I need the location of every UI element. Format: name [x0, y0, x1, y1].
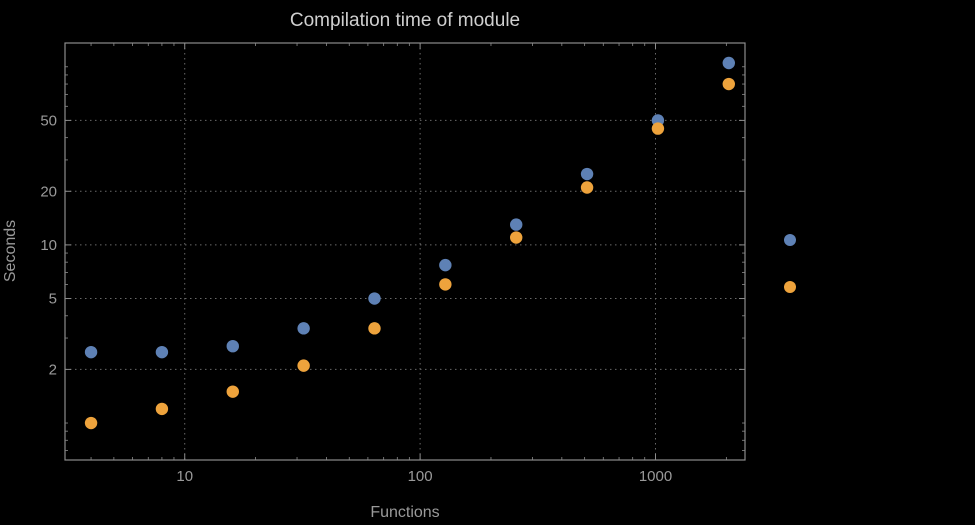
x-tick-label: 100	[408, 468, 433, 485]
tick-labels: 10 100 1000 2 5 10 20 50	[40, 112, 672, 485]
data-point	[297, 359, 310, 372]
y-tick-label: 5	[49, 291, 57, 308]
gridlines	[65, 43, 745, 460]
y-tick-label: 20	[40, 183, 57, 200]
data-point	[722, 56, 735, 70]
x-tick-label: 10	[176, 468, 193, 485]
data-point	[226, 339, 239, 353]
legend	[784, 234, 796, 293]
legend-marker-series-2	[784, 281, 796, 293]
legend-marker-series-1	[784, 234, 796, 246]
data-point	[580, 181, 594, 194]
data-point	[510, 231, 523, 244]
x-tick-label: 1000	[639, 468, 672, 485]
data-point	[84, 416, 98, 430]
data-point	[651, 122, 665, 135]
chart-title: Compilation time of module	[290, 10, 520, 31]
frame-rect	[64, 42, 746, 461]
data-point	[155, 345, 169, 359]
y-tick-label: 2	[49, 361, 57, 378]
data-points	[84, 56, 735, 430]
series-2-points	[84, 77, 735, 430]
y-tick-label: 50	[40, 112, 57, 129]
data-point	[368, 322, 381, 335]
data-point	[510, 218, 523, 231]
y-axis-label: Seconds	[2, 220, 19, 282]
data-point	[368, 292, 381, 305]
y-tick-label: 10	[40, 237, 57, 254]
data-point	[84, 345, 98, 359]
plot-frame	[64, 42, 746, 461]
data-point	[580, 167, 594, 181]
series-1-points	[84, 56, 735, 359]
data-point	[226, 385, 239, 398]
x-axis-label: Functions	[370, 504, 439, 521]
data-point	[155, 402, 169, 416]
data-point	[439, 278, 452, 291]
data-point	[722, 77, 735, 91]
axis-ticks	[65, 43, 745, 460]
data-point	[439, 258, 452, 272]
data-point	[297, 322, 310, 335]
